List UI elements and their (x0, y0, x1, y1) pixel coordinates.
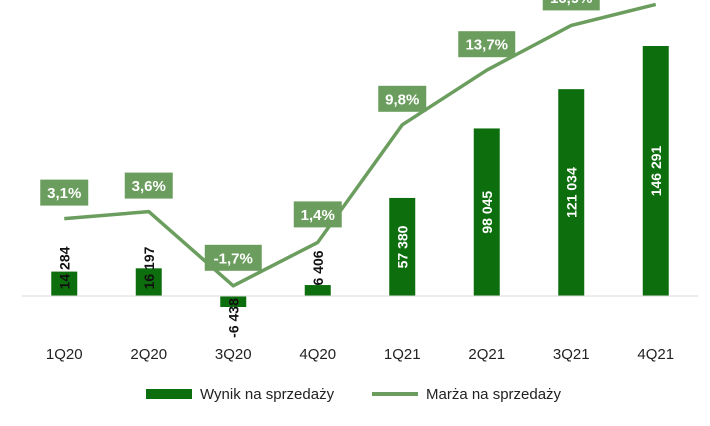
margin-label-text: 16,9% (550, 0, 593, 7)
margin-label-box (542, 0, 600, 11)
margin-label-2Q21: 13,7% (458, 31, 516, 58)
bar-value-label-3Q20: -6 438 (225, 298, 241, 338)
category-label-2Q20: 2Q20 (130, 346, 167, 363)
margin-line (64, 2, 657, 288)
margin-label-box (204, 244, 262, 271)
bar-4Q21 (642, 46, 669, 296)
bar-value-label-4Q21: 146 291 (648, 145, 664, 196)
line-layer (64, 2, 657, 288)
margin-label-text: 13,7% (465, 37, 508, 54)
margin-label-box (40, 179, 89, 206)
bar-2Q21 (473, 128, 500, 296)
category-label-4Q21: 4Q21 (637, 346, 674, 363)
margin-label-1Q21: 9,8% (378, 85, 427, 112)
legend: Wynik na sprzedaży Marża na sprzedaży (0, 380, 710, 408)
margin-label-4Q20: 1,4% (293, 201, 342, 228)
legend-line-swatch (372, 392, 418, 396)
legend-bar-label: Wynik na sprzedaży (200, 385, 335, 403)
bar-3Q21 (558, 89, 585, 296)
margin-label-text: -1,7% (214, 250, 253, 267)
margin-label-text: 3,6% (132, 178, 166, 195)
bar-1Q21 (389, 197, 416, 296)
bar-1Q20 (51, 271, 78, 296)
bar-value-label-2Q21: 98 045 (479, 191, 495, 234)
bar-4Q20 (304, 285, 331, 296)
line-labels-layer: 3,1%3,6%-1,7%1,4%9,8%13,7%16,9%18,4% (40, 0, 600, 271)
legend-item-line: Marża na sprzedaży (372, 380, 561, 408)
legend-line-label: Marża na sprzedaży (426, 385, 562, 403)
legend-bar-swatch (146, 389, 192, 399)
category-label-3Q21: 3Q21 (553, 346, 590, 363)
category-label-2Q21: 2Q21 (468, 346, 505, 363)
margin-label-box (293, 201, 342, 228)
margin-label-text: 9,8% (385, 91, 419, 108)
legend-item-bar: Wynik na sprzedaży (146, 380, 334, 408)
margin-label-2Q20: 3,6% (124, 172, 173, 199)
bar-3Q20 (220, 296, 247, 308)
bar-2Q20 (135, 268, 162, 296)
bar-value-label-2Q20: 16 197 (141, 246, 157, 289)
margin-label-text: 3,1% (47, 185, 81, 202)
category-label-3Q20: 3Q20 (215, 346, 252, 363)
bars-layer (51, 46, 669, 308)
bar-value-label-1Q21: 57 380 (394, 225, 410, 268)
margin-label-text: 1,4% (301, 207, 335, 224)
category-label-1Q20: 1Q20 (46, 346, 83, 363)
bar-value-label-3Q21: 121 034 (563, 167, 579, 218)
bar-value-label-4Q20: 6 406 (310, 250, 326, 285)
margin-label-3Q20: -1,7% (204, 244, 262, 271)
margin-label-box (124, 172, 173, 199)
category-labels: 1Q20 2Q20 3Q20 4Q20 1Q21 2Q21 3Q21 4Q21 (46, 346, 674, 363)
bar-labels-layer: 14 284 16 197 -6 438 6 406 57 380 98 045 121 0… (56, 145, 664, 337)
margin-label-3Q21: 16,9% (542, 0, 600, 11)
margin-label-1Q20: 3,1% (40, 179, 89, 206)
margin-label-box (378, 85, 427, 112)
bar-value-label-1Q20: 14 284 (56, 246, 72, 289)
category-label-1Q21: 1Q21 (384, 346, 421, 363)
category-label-4Q20: 4Q20 (299, 346, 336, 363)
margin-label-box (458, 31, 516, 58)
